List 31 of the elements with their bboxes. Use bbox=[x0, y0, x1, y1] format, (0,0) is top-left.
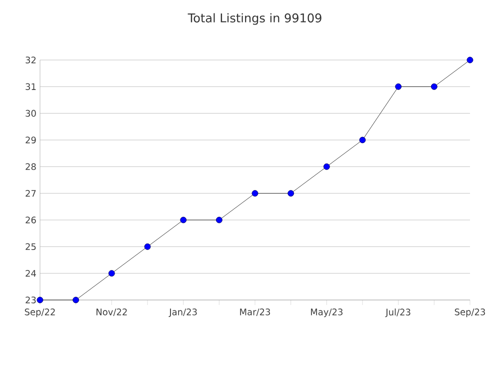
point bbox=[323, 163, 330, 170]
y-tick-label: 25 bbox=[26, 243, 36, 250]
chart-title: Total Listings in 99109 bbox=[188, 13, 322, 25]
point bbox=[359, 136, 366, 144]
point bbox=[466, 56, 474, 64]
y-tick-label: 32 bbox=[26, 56, 36, 64]
y-tick-label: 30 bbox=[26, 110, 36, 117]
point bbox=[252, 190, 258, 197]
point bbox=[108, 270, 115, 277]
y-tick-label: 29 bbox=[26, 136, 36, 144]
x-tick-label: Sep/22 bbox=[24, 308, 55, 318]
x-tick-label: Jul/23 bbox=[385, 308, 410, 318]
point bbox=[430, 83, 438, 90]
x-tick-label: May/23 bbox=[311, 308, 342, 318]
y-tick-label: 26 bbox=[26, 216, 36, 224]
y-tick-label: 31 bbox=[26, 83, 36, 90]
point bbox=[180, 216, 187, 224]
y-tick-label: 23 bbox=[26, 296, 36, 304]
x-tick-label: Jan/23 bbox=[168, 308, 197, 317]
point bbox=[288, 190, 294, 197]
point bbox=[216, 216, 222, 224]
point bbox=[395, 83, 402, 90]
point bbox=[72, 296, 80, 304]
y-tick-label: 27 bbox=[26, 190, 36, 197]
x-tick-label: Mar/23 bbox=[240, 308, 270, 316]
y-tick-label: 28 bbox=[26, 163, 36, 170]
x-tick-label: Nov/22 bbox=[96, 308, 127, 316]
point bbox=[36, 296, 44, 304]
x-tick-label: Sep/23 bbox=[454, 308, 485, 318]
y-tick-label: 24 bbox=[26, 270, 36, 277]
point bbox=[144, 243, 151, 250]
